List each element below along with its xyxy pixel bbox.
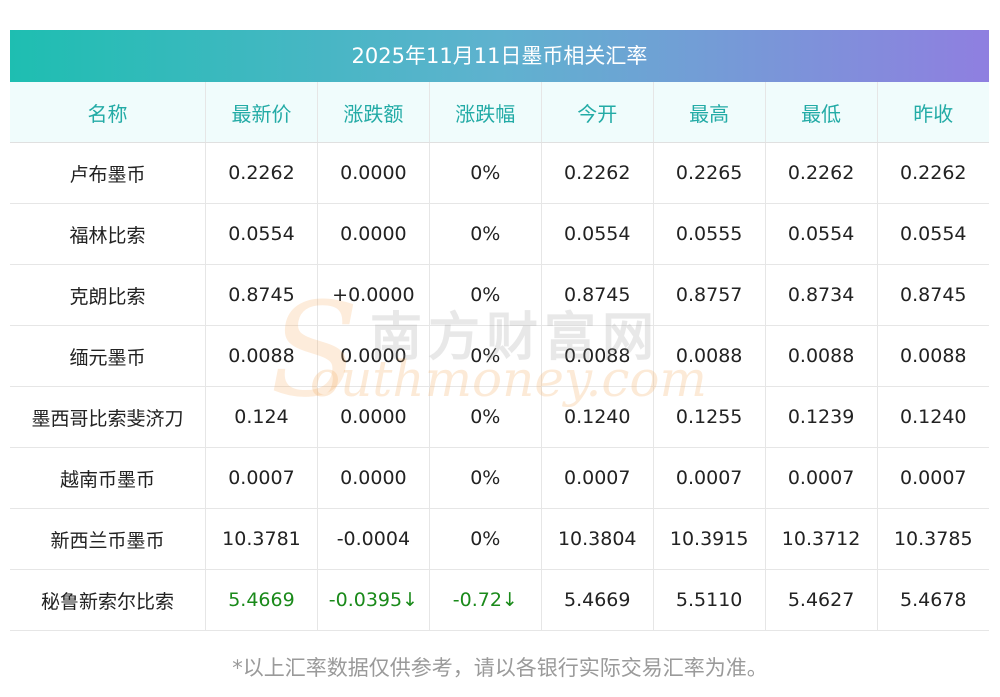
cell-high: 0.2265: [652, 142, 766, 204]
header-row: 名称 最新价 涨跌额 涨跌幅 今开 最高 最低 昨收: [10, 82, 989, 143]
cell-change: +0.0000: [316, 264, 430, 326]
cell-high: 0.0555: [652, 203, 766, 265]
table-row: 缅元墨币 0.0088 0.0000 0% 0.0088 0.0088 0.0088 0.00…: [10, 325, 989, 387]
col-header-low: 最低: [764, 82, 878, 143]
table-row: 越南币墨币 0.0007 0.0000 0% 0.0007 0.0007 0.0007 0.0…: [10, 447, 989, 509]
cell-open: 0.0088: [540, 325, 654, 387]
cell-high: 0.8757: [652, 264, 766, 326]
col-header-pct: 涨跌幅: [428, 82, 542, 143]
table-row: 墨西哥比索斐济刀 0.124 0.0000 0% 0.1240 0.1255 0.1239 0…: [10, 386, 989, 448]
cell-open: 10.3804: [540, 508, 654, 570]
cell-open: 0.0554: [540, 203, 654, 265]
cell-name: 缅元墨币: [10, 325, 206, 387]
cell-change: 0.0000: [316, 203, 430, 265]
cell-high: 10.3915: [652, 508, 766, 570]
cell-pct: 0%: [428, 142, 542, 204]
table-row: 卢布墨币 0.2262 0.0000 0% 0.2262 0.2265 0.2262 0.22…: [10, 142, 989, 204]
cell-pct: 0%: [428, 203, 542, 265]
cell-change: 0.0000: [316, 386, 430, 448]
col-header-name: 名称: [10, 82, 206, 143]
cell-prev: 0.2262: [876, 142, 989, 204]
rate-table-card: 2025年11月11日墨币相关汇率 名称 最新价 涨跌额 涨跌幅 今开 最高 最…: [10, 30, 989, 631]
cell-latest: 5.4669: [205, 569, 318, 631]
cell-pct: 0%: [428, 264, 542, 326]
col-header-prev: 昨收: [876, 82, 989, 143]
table-row: 秘鲁新索尔比索 5.4669 -0.0395↓ -0.72↓ 5.4669 5.5110 5…: [10, 569, 989, 631]
cell-pct: 0%: [428, 325, 542, 387]
cell-low: 0.2262: [764, 142, 878, 204]
cell-prev: 5.4678: [876, 569, 989, 631]
cell-high: 5.5110: [652, 569, 766, 631]
cell-latest: 0.2262: [205, 142, 318, 204]
table-row: 新西兰币墨币 10.3781 -0.0004 0% 10.3804 10.3915 10.3…: [10, 508, 989, 570]
cell-name: 新西兰币墨币: [10, 508, 206, 570]
table-title: 2025年11月11日墨币相关汇率: [10, 30, 989, 82]
cell-open: 0.0007: [540, 447, 654, 509]
cell-high: 0.1255: [652, 386, 766, 448]
cell-open: 0.1240: [540, 386, 654, 448]
col-header-latest: 最新价: [205, 82, 318, 143]
cell-pct: 0%: [428, 386, 542, 448]
cell-latest: 0.0007: [205, 447, 318, 509]
cell-prev: 0.1240: [876, 386, 989, 448]
col-header-open: 今开: [540, 82, 654, 143]
cell-open: 5.4669: [540, 569, 654, 631]
cell-change: -0.0395↓: [316, 569, 430, 631]
cell-change: 0.0000: [316, 325, 430, 387]
cell-change: 0.0000: [316, 142, 430, 204]
cell-low: 10.3712: [764, 508, 878, 570]
rate-table: 名称 最新价 涨跌额 涨跌幅 今开 最高 最低 昨收 卢布墨币 0.2262 0.0…: [10, 82, 989, 631]
cell-low: 0.0007: [764, 447, 878, 509]
cell-open: 0.8745: [540, 264, 654, 326]
cell-change: 0.0000: [316, 447, 430, 509]
col-header-high: 最高: [652, 82, 766, 143]
disclaimer-note: *以上汇率数据仅供参考，请以各银行实际交易汇率为准。: [232, 656, 768, 680]
cell-low: 0.1239: [764, 386, 878, 448]
cell-pct: 0%: [428, 447, 542, 509]
cell-low: 5.4627: [764, 569, 878, 631]
cell-low: 0.8734: [764, 264, 878, 326]
cell-latest: 0.0088: [205, 325, 318, 387]
cell-name: 卢布墨币: [10, 142, 206, 204]
cell-latest: 0.0554: [205, 203, 318, 265]
cell-high: 0.0088: [652, 325, 766, 387]
cell-prev: 0.8745: [876, 264, 989, 326]
cell-prev: 0.0007: [876, 447, 989, 509]
table-row: 克朗比索 0.8745 +0.0000 0% 0.8745 0.8757 0.8734 0.8…: [10, 264, 989, 326]
cell-low: 0.0088: [764, 325, 878, 387]
col-header-change: 涨跌额: [316, 82, 430, 143]
cell-name: 福林比索: [10, 203, 206, 265]
cell-open: 0.2262: [540, 142, 654, 204]
cell-name: 墨西哥比索斐济刀: [10, 386, 206, 448]
cell-latest: 10.3781: [205, 508, 318, 570]
cell-high: 0.0007: [652, 447, 766, 509]
cell-name: 克朗比索: [10, 264, 206, 326]
table-row: 福林比索 0.0554 0.0000 0% 0.0554 0.0555 0.0554 0.05…: [10, 203, 989, 265]
cell-latest: 0.8745: [205, 264, 318, 326]
cell-prev: 0.0088: [876, 325, 989, 387]
cell-change: -0.0004: [316, 508, 430, 570]
table-body: 卢布墨币 0.2262 0.0000 0% 0.2262 0.2265 0.2262 0.22…: [10, 142, 989, 631]
cell-prev: 10.3785: [876, 508, 989, 570]
cell-latest: 0.124: [205, 386, 318, 448]
cell-pct: -0.72↓: [428, 569, 542, 631]
cell-low: 0.0554: [764, 203, 878, 265]
cell-prev: 0.0554: [876, 203, 989, 265]
cell-pct: 0%: [428, 508, 542, 570]
cell-name: 越南币墨币: [10, 447, 206, 509]
cell-name: 秘鲁新索尔比索: [10, 569, 206, 631]
